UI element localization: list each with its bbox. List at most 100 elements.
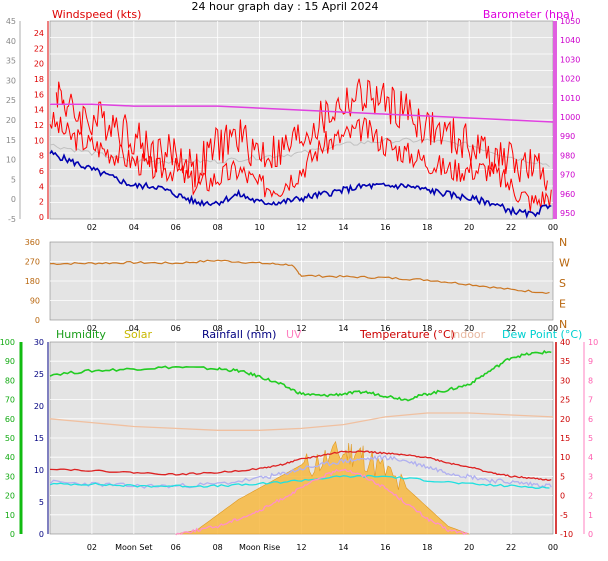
x-tick-label: 18 xyxy=(422,324,432,333)
x-tick-label: 02 xyxy=(87,324,97,333)
x-tick-label: 02 xyxy=(87,223,97,232)
legend-label: Solar xyxy=(124,328,153,341)
y-uv-tick-label: 3 xyxy=(588,472,593,481)
x-tick-label: 22 xyxy=(506,324,516,333)
y-uv-tick-label: 0 xyxy=(588,530,593,539)
y-temp-tick-label: 0 xyxy=(560,492,565,501)
y-outer-tick-label: 10 xyxy=(6,156,16,165)
y-temp-tick-label: 40 xyxy=(560,338,570,347)
legend-label: Rainfall (mm) xyxy=(202,328,276,341)
y-humidity-tick-label: 80 xyxy=(5,376,15,385)
y-left-tick-label: 20 xyxy=(34,60,44,69)
x-tick-label: 20 xyxy=(464,324,474,333)
y-uv-tick-label: 5 xyxy=(588,434,593,443)
x-tick-label: 20 xyxy=(464,543,474,552)
y-humidity-tick-label: 30 xyxy=(5,472,15,481)
y-left-tick-label: 14 xyxy=(34,106,44,115)
compass-label: E xyxy=(559,298,566,311)
y-uv-tick-label: 7 xyxy=(588,396,593,405)
y-temp-tick-label: -10 xyxy=(560,530,573,539)
windspeed-label: Windspeed (kts) xyxy=(52,8,141,21)
y-right-tick-label: 990 xyxy=(560,132,575,141)
wind-right-axis-band xyxy=(553,21,557,219)
legend-label: Temperature (°C) xyxy=(359,328,455,341)
y-uv-tick-label: 9 xyxy=(588,357,593,366)
y-left-tick-label: 4 xyxy=(39,182,44,191)
legend-label: UV xyxy=(286,328,302,341)
series-apparent xyxy=(49,454,552,489)
x-tick-label: 22 xyxy=(506,543,516,552)
series-humidity xyxy=(49,349,552,402)
x-tick-label: 00 xyxy=(548,543,558,552)
series-gust-kts- xyxy=(55,78,548,191)
compass-label: N xyxy=(559,236,567,249)
y-humidity-tick-label: 20 xyxy=(5,492,15,501)
y-humidity-tick-label: 40 xyxy=(5,453,15,462)
y-outer-tick-label: 15 xyxy=(6,136,16,145)
y-temp-tick-label: 15 xyxy=(560,434,570,443)
x-tick-label: 00 xyxy=(548,324,558,333)
legend-label: Dew Point (°C) xyxy=(502,328,582,341)
y-temp-tick-label: 5 xyxy=(560,472,565,481)
x-tick-label: 12 xyxy=(296,543,306,552)
x-tick-label: Moon Set xyxy=(115,543,152,552)
y-left-tick-label: 24 xyxy=(34,29,44,38)
y-left-tick-label: 16 xyxy=(34,90,44,99)
x-tick-label: 08 xyxy=(213,223,223,232)
y-right-tick-label: 970 xyxy=(560,171,575,180)
y-right-tick-label: 1020 xyxy=(560,75,580,84)
chart-title: 24 hour graph day : 15 April 2024 xyxy=(192,0,379,13)
x-tick-label: Moon Rise xyxy=(239,543,280,552)
x-tick-label: 12 xyxy=(296,223,306,232)
y-uv-tick-label: 1 xyxy=(588,511,593,520)
y-right-tick-label: 1040 xyxy=(560,36,580,45)
temperature-humidity-panel: Humidity Solar Rainfall (mm) UV Temperature … xyxy=(0,328,598,552)
y-temp-tick-label: 25 xyxy=(560,396,570,405)
x-tick-label: 04 xyxy=(129,223,139,232)
y-humidity-tick-label: 90 xyxy=(5,357,15,366)
y-uv-tick-label: 8 xyxy=(588,376,593,385)
x-tick-label: 14 xyxy=(338,543,348,552)
y-temp-tick-label: 30 xyxy=(560,376,570,385)
x-tick-label: 04 xyxy=(129,324,139,333)
barometer-label: Barometer (hpa) xyxy=(483,8,574,21)
y-humidity-tick-label: 100 xyxy=(0,338,15,347)
series-indoor xyxy=(49,412,554,431)
y-dir-tick-label: 360 xyxy=(25,238,40,247)
y-outer-tick-label: 40 xyxy=(6,37,16,46)
legend-label: Humidity xyxy=(56,328,106,341)
y-humidity-tick-label: 0 xyxy=(10,530,15,539)
y-left-tick-label: 0 xyxy=(39,213,44,222)
y-outer-tick-label: 25 xyxy=(6,96,16,105)
compass-label: W xyxy=(559,257,570,270)
y-dir-tick-label: 0 xyxy=(35,316,40,325)
y-rain-tick-label: 5 xyxy=(39,498,44,507)
x-tick-label: 10 xyxy=(254,223,264,232)
y-uv-tick-label: 2 xyxy=(588,492,593,501)
y-rain-tick-label: 15 xyxy=(34,434,44,443)
x-tick-label: 20 xyxy=(464,223,474,232)
x-tick-label: 12 xyxy=(296,324,306,333)
y-left-tick-label: 22 xyxy=(34,44,44,53)
compass-label: S xyxy=(559,277,566,290)
y-dir-tick-label: 90 xyxy=(30,297,40,306)
y-outer-tick-label: 20 xyxy=(6,116,16,125)
y-humidity-tick-label: 70 xyxy=(5,396,15,405)
y-right-tick-label: 980 xyxy=(560,151,575,160)
y-right-tick-label: 960 xyxy=(560,190,575,199)
series-wind-run xyxy=(49,137,550,168)
x-tick-label: 18 xyxy=(422,223,432,232)
y-outer-tick-label: -5 xyxy=(8,215,16,224)
series-solar xyxy=(175,440,470,535)
y-right-tick-label: 1000 xyxy=(560,113,580,122)
y-rain-tick-label: 20 xyxy=(34,402,44,411)
series-barometer-hpa- xyxy=(50,103,554,123)
y-left-tick-label: 12 xyxy=(34,121,44,130)
x-tick-label: 06 xyxy=(171,543,181,552)
y-left-tick-label: 2 xyxy=(39,198,44,207)
y-uv-tick-label: 6 xyxy=(588,415,593,424)
y-temp-tick-label: -5 xyxy=(560,511,568,520)
y-outer-tick-label: 45 xyxy=(6,17,16,26)
